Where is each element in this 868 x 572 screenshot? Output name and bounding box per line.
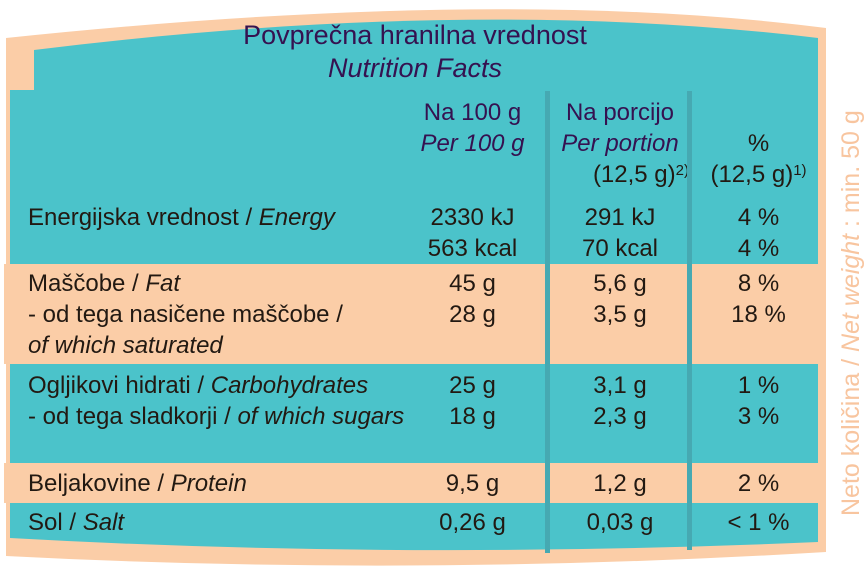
row-carbs-group: Ogljikovi hidrati / Carbohydrates - od te… bbox=[4, 364, 826, 463]
value-percent: < 1 % bbox=[727, 509, 790, 536]
nutrient-label: Beljakovine / Protein bbox=[28, 470, 247, 497]
value-per100: 0,26 g bbox=[439, 509, 506, 536]
value-percent: 8 % 18 % bbox=[731, 270, 786, 328]
column-divider-1 bbox=[545, 91, 550, 553]
header-per-100g: Na 100 g Per 100 g bbox=[420, 99, 525, 157]
value-portion: 0,03 g bbox=[586, 509, 654, 536]
value-portion: 1,2 g bbox=[593, 470, 647, 497]
nutrient-label: Ogljikovi hidrati / Carbohydrates - od te… bbox=[28, 372, 405, 430]
value-portion: 291 kJ 70 kcal bbox=[581, 204, 659, 262]
value-per100: 9,5 g bbox=[445, 470, 500, 497]
value-percent: 2 % bbox=[737, 470, 780, 497]
header-percent: % (12,5 g)1) bbox=[710, 130, 807, 188]
header-per-portion: Na porcijo Per portion (12,5 g)2) bbox=[561, 99, 689, 188]
value-per100: 25 g 18 g bbox=[449, 372, 496, 430]
value-portion: 5,6 g 3,5 g bbox=[593, 270, 647, 328]
value-portion: 3,1 g 2,3 g bbox=[593, 372, 647, 430]
footnote-mark-1: 1) bbox=[793, 162, 807, 179]
net-weight-side-note: Neto količina / Net weight : min. 50 g bbox=[837, 110, 865, 516]
title-band-teal-shape bbox=[34, 19, 818, 90]
column-divider-2 bbox=[687, 91, 692, 550]
value-percent: 4 % 4 % bbox=[737, 204, 780, 262]
label-title-en: Nutrition Facts bbox=[327, 53, 503, 83]
header-empty-cell bbox=[4, 97, 396, 200]
label-title: Povprečna hranilna vrednost Nutrition Fa… bbox=[0, 19, 830, 85]
nutrient-label: Maščobe / Fat - od tega nasičene maščobe … bbox=[28, 270, 343, 359]
row-protein: Beljakovine / Protein 9,5 g 1,2 g 2 % bbox=[4, 463, 826, 503]
value-per100: 45 g 28 g bbox=[449, 270, 496, 328]
label-title-sl: Povprečna hranilna vrednost bbox=[243, 20, 587, 50]
column-header-row: Na 100 g Per 100 g Na porcijo Per portio… bbox=[4, 90, 826, 200]
nutrient-label: Energijska vrednost / Energy bbox=[28, 204, 335, 231]
nutrient-rows: Energijska vrednost / Energy 2330 kJ 563 k… bbox=[4, 200, 826, 543]
value-percent: 1 % 3 % bbox=[737, 372, 780, 430]
row-fat-group: Maščobe / Fat - od tega nasičene maščobe … bbox=[4, 264, 826, 364]
nutrient-label: Sol / Salt bbox=[28, 509, 125, 536]
row-salt: Sol / Salt 0,26 g 0,03 g < 1 % bbox=[4, 503, 826, 543]
footnote-mark-2: 2) bbox=[675, 162, 689, 179]
value-per100: 2330 kJ 563 kcal bbox=[427, 204, 518, 262]
row-energy: Energijska vrednost / Energy 2330 kJ 563 k… bbox=[4, 200, 826, 264]
